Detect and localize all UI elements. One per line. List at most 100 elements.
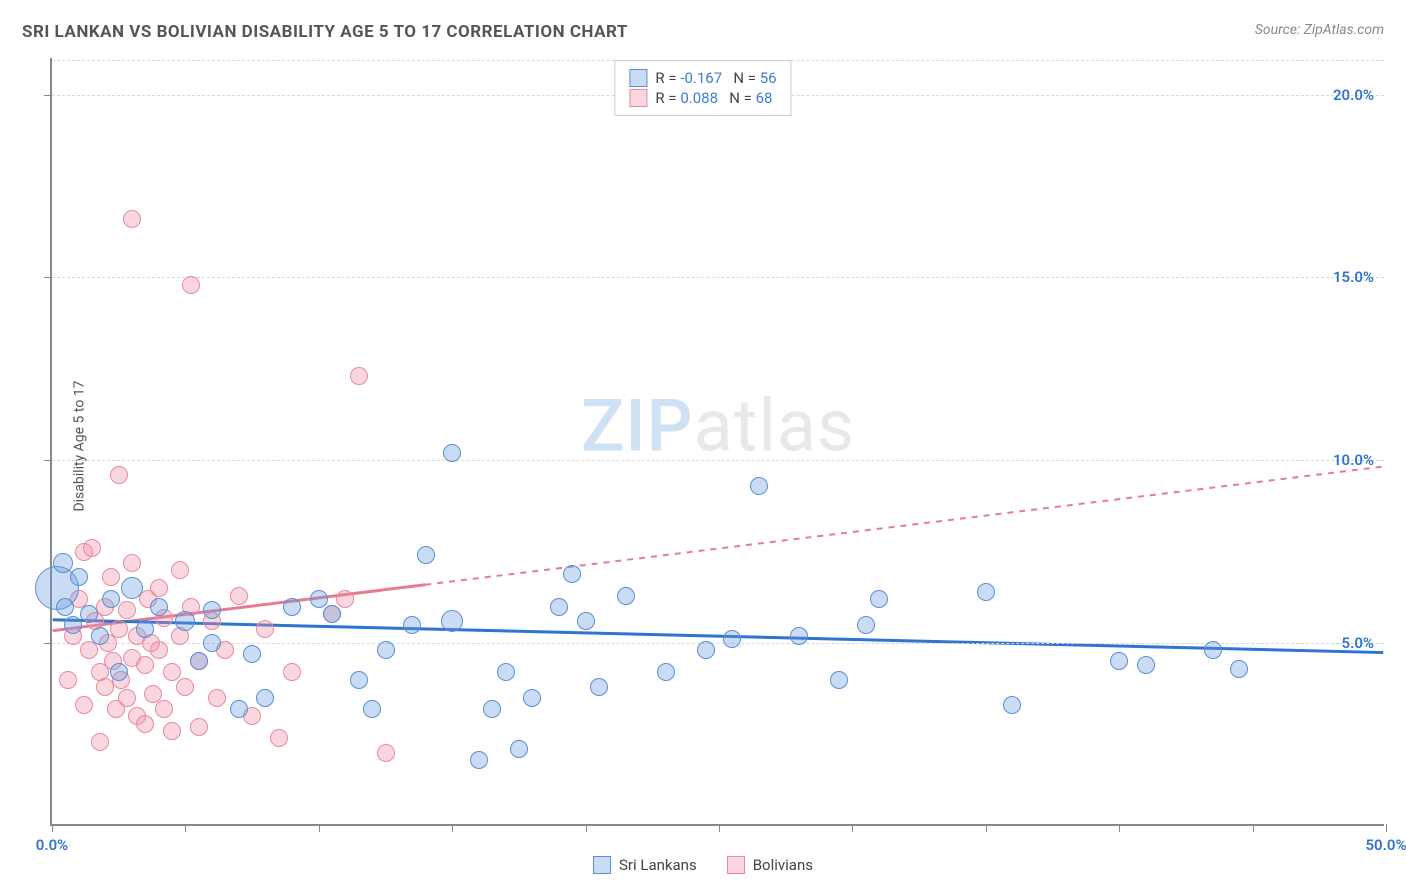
sri-lankans-point: [510, 740, 528, 758]
sri-lankans-point: [550, 598, 568, 616]
bolivians-point: [123, 210, 141, 228]
legend-series-label: Sri Lankans: [619, 856, 697, 874]
sri-lankans-point: [750, 477, 768, 495]
sri-lankans-point: [590, 678, 608, 696]
bolivians-point: [110, 620, 128, 638]
legend-correlation: R = -0.167 N = 56 R = 0.088 N = 68: [614, 60, 791, 116]
x-tick-label: 50.0%: [1365, 836, 1406, 854]
sri-lankans-point: [53, 553, 73, 573]
sri-lankans-point: [790, 627, 808, 645]
y-tick: [44, 460, 52, 461]
sri-lankans-point: [417, 546, 435, 564]
sri-lankans-point: [857, 616, 875, 634]
bolivians-point: [83, 539, 101, 557]
bolivians-point: [59, 671, 77, 689]
sri-lankans-point: [323, 605, 341, 623]
x-tick: [852, 824, 853, 832]
gridline: [52, 460, 1384, 461]
source-attribution: Source: ZipAtlas.com: [1255, 22, 1384, 38]
sri-lankans-point: [256, 689, 274, 707]
sri-lankans-point: [443, 444, 461, 462]
x-tick: [986, 824, 987, 832]
sri-lankans-point: [830, 671, 848, 689]
bolivians-point: [118, 601, 136, 619]
sri-lankans-point: [403, 616, 421, 634]
bolivians-point: [336, 590, 354, 608]
sri-lankans-point: [617, 587, 635, 605]
sri-lankans-point: [110, 663, 128, 681]
sri-lankans-point: [563, 565, 581, 583]
sri-lankans-point: [577, 612, 595, 630]
sri-lankans-point: [80, 605, 98, 623]
bolivians-point: [91, 733, 109, 751]
legend-series-item: Sri Lankans: [593, 856, 697, 874]
sri-lankans-point: [121, 577, 143, 599]
bolivians-point: [110, 466, 128, 484]
x-tick: [52, 824, 53, 832]
correlation-chart: SRI LANKAN VS BOLIVIAN DISABILITY AGE 5 …: [0, 0, 1406, 892]
sri-lankans-point: [697, 641, 715, 659]
sri-lankans-point: [175, 611, 195, 631]
legend-correlation-row: R = 0.088 N = 68: [629, 89, 776, 107]
bolivians-point: [136, 715, 154, 733]
bolivians-point: [150, 641, 168, 659]
sri-lankans-point: [1137, 656, 1155, 674]
y-tick: [44, 95, 52, 96]
bolivians-point: [377, 744, 395, 762]
bolivians-point: [163, 663, 181, 681]
sri-lankans-point: [870, 590, 888, 608]
sri-lankans-point: [441, 610, 463, 632]
bolivians-point: [350, 367, 368, 385]
sri-lankans-point: [657, 663, 675, 681]
chart-title: SRI LANKAN VS BOLIVIAN DISABILITY AGE 5 …: [22, 22, 628, 42]
x-tick: [452, 824, 453, 832]
sri-lankans-point: [1003, 696, 1021, 714]
bolivians-point: [136, 656, 154, 674]
sri-lankans-point: [91, 627, 109, 645]
sri-lankans-point: [483, 700, 501, 718]
watermark: ZIPatlas: [581, 383, 855, 468]
sri-lankans-point: [523, 689, 541, 707]
bolivians-point: [176, 678, 194, 696]
sri-lankans-point: [203, 634, 221, 652]
x-tick: [319, 824, 320, 832]
legend-series-item: Bolivians: [727, 856, 813, 874]
sri-lankans-point: [64, 616, 82, 634]
bolivians-point: [270, 729, 288, 747]
bolivians-point: [190, 718, 208, 736]
y-tick-label: 5.0%: [1342, 634, 1374, 652]
y-tick: [44, 643, 52, 644]
y-tick-label: 10.0%: [1333, 451, 1374, 469]
sri-lankans-point: [977, 583, 995, 601]
sri-lankans-point: [70, 568, 88, 586]
sri-lankans-point: [230, 700, 248, 718]
bolivians-point: [283, 663, 301, 681]
legend-series: Sri Lankans Bolivians: [593, 856, 813, 874]
sri-lankans-point: [497, 663, 515, 681]
gridline: [52, 277, 1384, 278]
bolivians-point: [75, 696, 93, 714]
legend-swatch: [593, 856, 611, 874]
sri-lankans-point: [350, 671, 368, 689]
sri-lankans-point: [150, 598, 168, 616]
sri-lankans-point: [1230, 660, 1248, 678]
sri-lankans-point: [1110, 652, 1128, 670]
x-tick: [719, 824, 720, 832]
sri-lankans-point: [377, 641, 395, 659]
bolivians-point: [123, 554, 141, 572]
bolivians-point: [163, 722, 181, 740]
bolivians-point: [155, 700, 173, 718]
gridline: [52, 643, 1384, 644]
legend-series-label: Bolivians: [753, 856, 813, 874]
legend-swatch: [629, 89, 647, 107]
sri-lankans-point: [310, 590, 328, 608]
sri-lankans-point: [470, 751, 488, 769]
sri-lankans-point: [203, 601, 221, 619]
plot-area: ZIPatlas 5.0%10.0%15.0%20.0%0.0%50.0%: [50, 58, 1384, 826]
x-tick: [586, 824, 587, 832]
legend-r-text: R = -0.167 N = 56: [655, 69, 776, 87]
y-tick-label: 20.0%: [1333, 86, 1374, 104]
sri-lankans-point: [136, 620, 154, 638]
y-tick: [44, 277, 52, 278]
x-tick: [1386, 824, 1387, 832]
